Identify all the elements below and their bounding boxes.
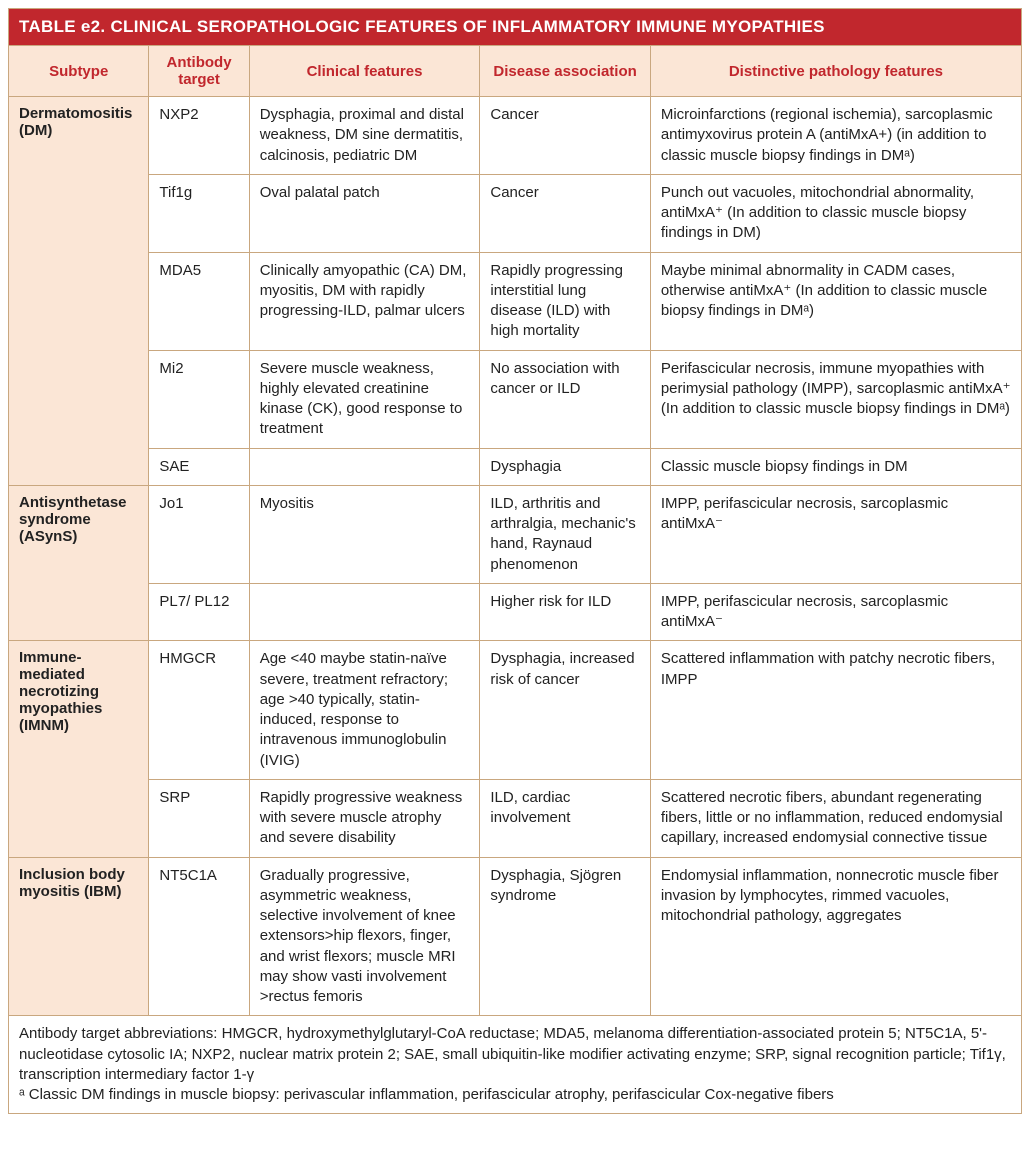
clinical-cell bbox=[249, 583, 480, 641]
column-header: Antibody target bbox=[149, 46, 249, 97]
pathology-cell: IMPP, perifascicular necrosis, sarcoplas… bbox=[650, 485, 1021, 583]
antibody-cell: Jo1 bbox=[149, 485, 249, 583]
antibody-cell: Mi2 bbox=[149, 350, 249, 448]
antibody-cell: SAE bbox=[149, 448, 249, 485]
pathology-cell: Punch out vacuoles, mitochondrial abnorm… bbox=[650, 174, 1021, 252]
disease-cell: Dysphagia, Sjögren syndrome bbox=[480, 857, 650, 1016]
table-row: PL7/ PL12 Higher risk for ILDIMPP, perifa… bbox=[9, 583, 1022, 641]
table-row: MDA5Clinically amyopathic (CA) DM, myosi… bbox=[9, 252, 1022, 350]
pathology-cell: Scattered necrotic fibers, abundant rege… bbox=[650, 779, 1021, 857]
subtype-cell: Immune-mediated necrotizing myopathies (… bbox=[9, 641, 149, 857]
table-row: Antisynthetase syndrome (ASynS)Jo1Myosit… bbox=[9, 485, 1022, 583]
disease-cell: ILD, arthritis and arthralgia, mechanic'… bbox=[480, 485, 650, 583]
clinical-cell: Gradually progressive, asymmetric weakne… bbox=[249, 857, 480, 1016]
disease-cell: ILD, cardiac involvement bbox=[480, 779, 650, 857]
subtype-cell: Inclusion body myositis (IBM) bbox=[9, 857, 149, 1016]
table-row: Tif1gOval palatal patchCancerPunch out v… bbox=[9, 174, 1022, 252]
clinical-cell: Dysphagia, proximal and distal weakness,… bbox=[249, 97, 480, 175]
column-header: Clinical features bbox=[249, 46, 480, 97]
clinical-cell: Oval palatal patch bbox=[249, 174, 480, 252]
clinical-cell: Myositis bbox=[249, 485, 480, 583]
table-row: Dermatomositis (DM)NXP2Dysphagia, proxim… bbox=[9, 97, 1022, 175]
pathology-cell: Classic muscle biopsy findings in DM bbox=[650, 448, 1021, 485]
disease-cell: Cancer bbox=[480, 174, 650, 252]
clinical-cell: Clinically amyopathic (CA) DM, myositis,… bbox=[249, 252, 480, 350]
column-header: Subtype bbox=[9, 46, 149, 97]
table-row: Immune-mediated necrotizing myopathies (… bbox=[9, 641, 1022, 780]
clinical-cell: Severe muscle weakness, highly elevated … bbox=[249, 350, 480, 448]
pathology-cell: Endomysial inflammation, nonnecrotic mus… bbox=[650, 857, 1021, 1016]
antibody-cell: MDA5 bbox=[149, 252, 249, 350]
antibody-cell: SRP bbox=[149, 779, 249, 857]
table-row: Inclusion body myositis (IBM)NT5C1AGradu… bbox=[9, 857, 1022, 1016]
disease-cell: Rapidly progressing interstitial lung di… bbox=[480, 252, 650, 350]
disease-cell: Cancer bbox=[480, 97, 650, 175]
table-row: SAE DysphagiaClassic muscle biopsy findin… bbox=[9, 448, 1022, 485]
clinical-cell bbox=[249, 448, 480, 485]
disease-cell: Dysphagia bbox=[480, 448, 650, 485]
column-header: Distinctive pathology features bbox=[650, 46, 1021, 97]
antibody-cell: NXP2 bbox=[149, 97, 249, 175]
pathology-cell: Maybe minimal abnormality in CADM cases,… bbox=[650, 252, 1021, 350]
table-row: SRPRapidly progressive weakness with sev… bbox=[9, 779, 1022, 857]
footnote-note: ᵃ Classic DM findings in muscle biopsy: … bbox=[19, 1085, 1011, 1105]
clinical-cell: Rapidly progressive weakness with severe… bbox=[249, 779, 480, 857]
pathology-cell: Scattered inflammation with patchy necro… bbox=[650, 641, 1021, 780]
disease-cell: Higher risk for ILD bbox=[480, 583, 650, 641]
footnote-cell: Antibody target abbreviations: HMGCR, hy… bbox=[9, 1016, 1022, 1114]
antibody-cell: PL7/ PL12 bbox=[149, 583, 249, 641]
pathology-cell: Microinfarctions (regional ischemia), sa… bbox=[650, 97, 1021, 175]
subtype-cell: Antisynthetase syndrome (ASynS) bbox=[9, 485, 149, 641]
pathology-cell: Perifascicular necrosis, immune myopathi… bbox=[650, 350, 1021, 448]
myopathies-table: TABLE e2. CLINICAL SEROPATHOLOGIC FEATUR… bbox=[8, 8, 1022, 1114]
disease-cell: No association with cancer or ILD bbox=[480, 350, 650, 448]
column-header: Disease association bbox=[480, 46, 650, 97]
antibody-cell: NT5C1A bbox=[149, 857, 249, 1016]
antibody-cell: Tif1g bbox=[149, 174, 249, 252]
table-title: TABLE e2. CLINICAL SEROPATHOLOGIC FEATUR… bbox=[9, 9, 1022, 46]
clinical-cell: Age <40 maybe statin-naïve severe, treat… bbox=[249, 641, 480, 780]
disease-cell: Dysphagia, increased risk of cancer bbox=[480, 641, 650, 780]
antibody-cell: HMGCR bbox=[149, 641, 249, 780]
pathology-cell: IMPP, perifascicular necrosis, sarcoplas… bbox=[650, 583, 1021, 641]
table-row: Mi2Severe muscle weakness, highly elevat… bbox=[9, 350, 1022, 448]
subtype-cell: Dermatomositis (DM) bbox=[9, 97, 149, 486]
footnote-abbrev: Antibody target abbreviations: HMGCR, hy… bbox=[19, 1024, 1011, 1085]
